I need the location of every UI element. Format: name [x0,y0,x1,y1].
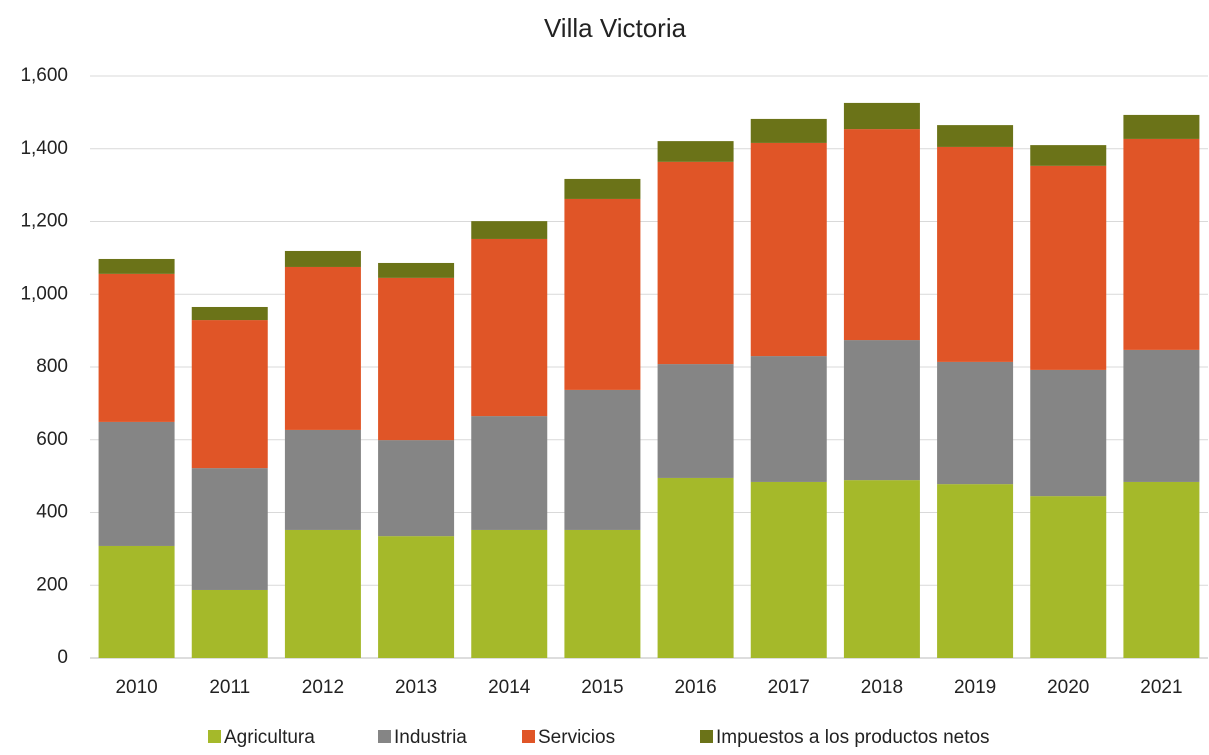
bar-segment [1030,369,1107,497]
y-tick-label: 0 [57,647,68,668]
bar-segment [1123,138,1200,350]
bar-segment [378,277,455,441]
legend-label: Servicios [538,727,615,748]
bar-segment [843,129,920,341]
x-tick-label: 2010 [115,677,157,698]
x-tick-label: 2018 [861,677,903,698]
bar-segment [657,364,734,478]
legend-label: Agricultura [224,727,315,748]
legend-swatch [522,730,535,743]
bar-segment [378,440,455,537]
legend-swatch [700,730,713,743]
bar-segment [191,468,268,590]
bar-segment [471,529,548,658]
bar-segment [98,258,175,274]
x-tick-label: 2021 [1140,677,1182,698]
x-tick-label: 2013 [395,677,437,698]
bar-segment [471,238,548,417]
x-tick-label: 2017 [768,677,810,698]
bar-segment [98,273,175,422]
x-tick-label: 2011 [209,677,250,698]
bar-segment [471,221,548,239]
bar-segment [564,198,641,390]
bar-segment [284,250,361,267]
bar-segment [937,146,1014,362]
bar-segment [471,416,548,530]
bar-segment [1030,165,1107,370]
x-tick-label: 2019 [954,677,996,698]
bar-segment [843,102,920,130]
y-tick-label: 1,000 [20,283,68,304]
bar-segment [564,389,641,530]
x-tick-label: 2012 [302,677,344,698]
x-tick-label: 2016 [674,677,716,698]
bar-segment [843,340,920,481]
legend-label: Impuestos a los productos netos [716,727,990,748]
bar-segment [1123,481,1200,658]
bar-segment [284,429,361,530]
bar-segment [937,484,1014,658]
y-tick-label: 800 [36,356,68,377]
x-tick-label: 2020 [1047,677,1089,698]
bar-segment [657,477,734,658]
x-tick-label: 2015 [581,677,623,698]
bar-segment [284,529,361,658]
bar-segment [98,421,175,546]
bar-segment [937,361,1014,485]
bar-segment [1030,145,1107,166]
bar-segment [378,536,455,658]
legend-swatch [378,730,391,743]
bar-segment [843,480,920,658]
bar-segment [1123,349,1200,482]
bar-segment [378,262,455,278]
chart-title: Villa Victoria [544,13,687,43]
bar-segment [191,306,268,321]
legend-label: Industria [394,727,467,748]
bar-segment [1030,496,1107,658]
bar-segment [750,118,827,143]
bar-segment [564,529,641,658]
legend-swatch [208,730,221,743]
bar-segment [937,125,1014,147]
y-tick-label: 1,200 [20,211,68,232]
x-tick-label: 2014 [488,677,531,698]
bar-segment [191,320,268,469]
bar-segment [564,178,641,199]
bar-segment [750,356,827,482]
bar-segment [284,266,361,430]
bar-segment [1123,114,1200,139]
y-tick-label: 200 [36,574,68,595]
bar-segment [750,481,827,658]
y-tick-label: 400 [36,502,68,523]
bar-segment [657,141,734,162]
bar-segment [191,589,268,658]
y-tick-label: 1,400 [20,138,68,159]
y-tick-label: 600 [36,429,68,450]
y-tick-label: 1,600 [20,65,68,86]
bar-segment [750,142,827,357]
bar-segment [657,161,734,365]
bar-segment [98,545,175,658]
